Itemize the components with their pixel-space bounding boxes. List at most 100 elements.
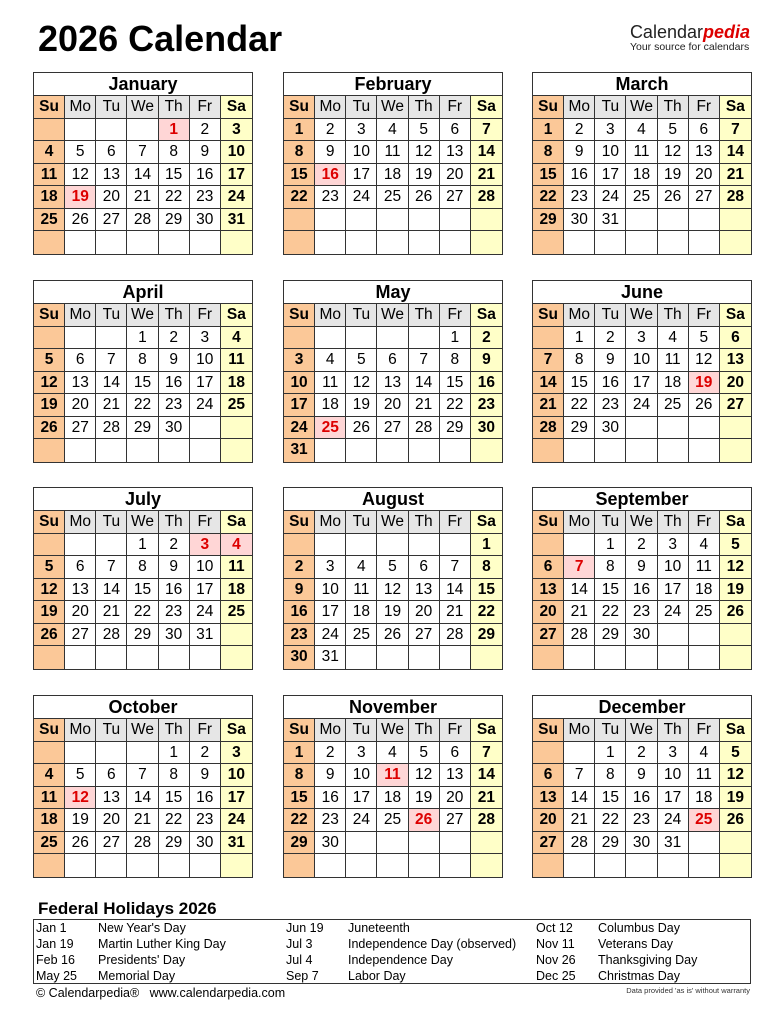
day-cell[interactable]: 27: [533, 831, 565, 854]
day-cell[interactable]: 24: [657, 601, 689, 624]
day-cell[interactable]: 5: [688, 326, 720, 349]
day-cell[interactable]: 18: [220, 578, 252, 601]
day-cell[interactable]: 30: [470, 416, 502, 439]
day-cell[interactable]: 27: [65, 623, 97, 646]
day-cell[interactable]: 28: [96, 416, 128, 439]
day-cell[interactable]: 19: [408, 786, 440, 809]
day-cell[interactable]: 25: [220, 601, 252, 624]
day-cell[interactable]: 19: [408, 163, 440, 186]
day-cell[interactable]: 22: [439, 394, 471, 417]
day-cell[interactable]: 29: [127, 416, 159, 439]
day-cell[interactable]: 9: [158, 349, 190, 372]
day-cell[interactable]: 29: [595, 623, 627, 646]
day-cell[interactable]: 29: [284, 831, 316, 854]
day-cell[interactable]: 8: [533, 141, 565, 164]
day-cell[interactable]: 31: [657, 831, 689, 854]
day-cell[interactable]: 20: [408, 601, 440, 624]
day-cell[interactable]: 4: [346, 556, 378, 579]
day-cell[interactable]: 17: [220, 786, 252, 809]
day-cell[interactable]: 25: [377, 186, 409, 209]
day-cell[interactable]: 16: [626, 786, 658, 809]
day-cell[interactable]: 15: [533, 163, 565, 186]
day-cell[interactable]: 26: [65, 831, 97, 854]
day-cell[interactable]: 19: [34, 601, 66, 624]
day-cell[interactable]: 21: [439, 601, 471, 624]
day-cell[interactable]: 18: [377, 786, 409, 809]
day-cell[interactable]: 26: [719, 809, 751, 832]
day-cell[interactable]: 20: [533, 809, 565, 832]
day-cell[interactable]: 7: [470, 118, 502, 141]
day-cell[interactable]: 4: [315, 349, 347, 372]
day-cell[interactable]: 14: [439, 578, 471, 601]
day-cell[interactable]: 21: [719, 163, 751, 186]
day-cell[interactable]: 22: [564, 394, 596, 417]
day-cell[interactable]: 28: [439, 623, 471, 646]
day-cell[interactable]: 11: [626, 141, 658, 164]
day-cell[interactable]: 31: [220, 831, 252, 854]
day-cell[interactable]: 12: [377, 578, 409, 601]
day-cell[interactable]: 26: [346, 416, 378, 439]
day-cell[interactable]: 16: [315, 786, 347, 809]
day-cell[interactable]: 15: [595, 786, 627, 809]
day-cell[interactable]: 3: [315, 556, 347, 579]
day-cell[interactable]: 14: [96, 371, 128, 394]
day-cell[interactable]: 21: [127, 186, 159, 209]
day-cell[interactable]: 29: [470, 623, 502, 646]
day-cell[interactable]: 19: [377, 601, 409, 624]
day-cell[interactable]: 9: [595, 349, 627, 372]
day-cell[interactable]: 10: [315, 578, 347, 601]
day-cell[interactable]: 7: [719, 118, 751, 141]
day-cell[interactable]: 2: [189, 118, 221, 141]
day-cell[interactable]: 23: [470, 394, 502, 417]
day-cell[interactable]: 30: [189, 208, 221, 231]
day-cell[interactable]: 5: [408, 741, 440, 764]
day-cell[interactable]: 16: [564, 163, 596, 186]
day-cell[interactable]: 27: [408, 623, 440, 646]
day-cell[interactable]: 5: [408, 118, 440, 141]
day-cell[interactable]: 29: [533, 208, 565, 231]
day-cell[interactable]: 21: [470, 163, 502, 186]
day-cell[interactable]: 13: [688, 141, 720, 164]
day-cell[interactable]: 2: [284, 556, 316, 579]
day-cell[interactable]: 13: [533, 786, 565, 809]
day-cell[interactable]: 8: [284, 141, 316, 164]
day-cell[interactable]: 2: [315, 741, 347, 764]
day-cell[interactable]: 24: [220, 809, 252, 832]
day-cell[interactable]: 28: [96, 623, 128, 646]
day-cell[interactable]: 10: [220, 764, 252, 787]
day-cell[interactable]: 3: [220, 741, 252, 764]
day-cell[interactable]: 10: [284, 371, 316, 394]
day-cell[interactable]: 24: [595, 186, 627, 209]
day-cell[interactable]: 22: [595, 601, 627, 624]
day-cell[interactable]: 1: [595, 741, 627, 764]
day-cell[interactable]: 20: [377, 394, 409, 417]
day-cell[interactable]: 13: [96, 786, 128, 809]
day-cell[interactable]: 7: [564, 764, 596, 787]
day-cell[interactable]: 9: [189, 141, 221, 164]
day-cell[interactable]: 25: [657, 394, 689, 417]
day-cell[interactable]: 17: [657, 578, 689, 601]
day-cell[interactable]: 23: [626, 809, 658, 832]
day-cell[interactable]: 7: [96, 349, 128, 372]
day-cell[interactable]: 25: [34, 831, 66, 854]
day-cell[interactable]: 24: [189, 394, 221, 417]
day-cell[interactable]: 6: [65, 349, 97, 372]
calendarpedia-logo[interactable]: Calendarpedia Your source for calendars: [630, 22, 750, 53]
day-cell[interactable]: 29: [439, 416, 471, 439]
day-cell[interactable]: 8: [158, 764, 190, 787]
day-cell[interactable]: 30: [158, 623, 190, 646]
day-cell[interactable]: 8: [127, 556, 159, 579]
day-cell[interactable]: 18: [34, 809, 66, 832]
day-cell[interactable]: 22: [595, 809, 627, 832]
day-cell[interactable]: 28: [127, 208, 159, 231]
day-cell[interactable]: 20: [65, 394, 97, 417]
day-cell[interactable]: 16: [595, 371, 627, 394]
day-cell[interactable]: 27: [439, 809, 471, 832]
day-cell[interactable]: 18: [626, 163, 658, 186]
day-cell[interactable]: 28: [533, 416, 565, 439]
day-cell[interactable]: 31: [595, 208, 627, 231]
day-cell[interactable]: 22: [127, 394, 159, 417]
day-cell[interactable]: 22: [158, 809, 190, 832]
day-cell[interactable]: 23: [315, 186, 347, 209]
day-cell[interactable]: 18: [220, 371, 252, 394]
